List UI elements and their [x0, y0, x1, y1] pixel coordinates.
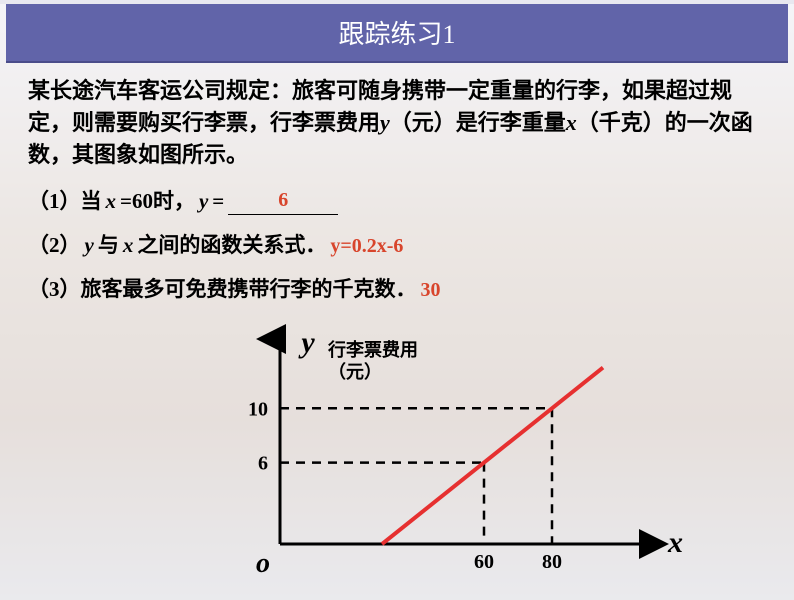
q1-prefix: （1）当: [28, 185, 102, 215]
chart-svg: 1066080oy行李票费用（元）x行李重量（千克）: [190, 324, 690, 594]
svg-text:80: 80: [542, 551, 562, 573]
content-area: 某长途汽车客运公司规定：旅客可随身携带一定重量的行李，如果超过规定，则需要购买行…: [0, 63, 794, 303]
q2-prefix: （2）: [28, 229, 81, 259]
q3-answer: 30: [421, 279, 441, 302]
svg-text:y: y: [298, 326, 315, 359]
svg-text:o: o: [256, 548, 270, 579]
q1-eq: =: [212, 189, 224, 214]
q1-answer: 6: [278, 189, 288, 211]
chart: 1066080oy行李票费用（元）x行李重量（千克）: [190, 324, 690, 594]
q2-suffix: 之间的函数关系式．: [137, 229, 326, 259]
q2-answer: y=0.2x-6: [330, 235, 403, 258]
q2-var-x: x: [123, 233, 134, 258]
svg-text:x: x: [667, 526, 683, 559]
slide-header: 跟踪练习1: [6, 4, 788, 63]
q2-mid: 与: [98, 229, 119, 259]
svg-text:（元）: （元）: [328, 362, 382, 382]
q1-blank: 6: [228, 189, 338, 215]
svg-text:10: 10: [248, 398, 268, 420]
problem-intro: 某长途汽车客运公司规定：旅客可随身携带一定重量的行李，如果超过规定，则需要购买行…: [28, 75, 766, 171]
intro-var-x: x: [566, 110, 577, 135]
svg-text:6: 6: [258, 453, 268, 475]
intro-text2: （元）是行李重量: [390, 110, 566, 135]
intro-var-y: y: [380, 110, 390, 135]
q1-mid: =60时，: [120, 185, 195, 215]
q1-var-y: y: [199, 189, 208, 214]
question-1: （1）当x=60时，y= 6: [28, 185, 766, 215]
q3-prefix: （3）旅客最多可免费携带行李的千克数．: [28, 273, 417, 303]
svg-text:行李票费用: 行李票费用: [327, 339, 418, 360]
slide-title: 跟踪练习1: [338, 20, 455, 49]
q1-var-x: x: [106, 189, 117, 214]
q2-var-y: y: [85, 233, 94, 258]
svg-text:60: 60: [474, 551, 494, 573]
question-2: （2）y与x之间的函数关系式． y=0.2x-6: [28, 229, 766, 259]
question-3: （3）旅客最多可免费携带行李的千克数．30: [28, 273, 766, 303]
